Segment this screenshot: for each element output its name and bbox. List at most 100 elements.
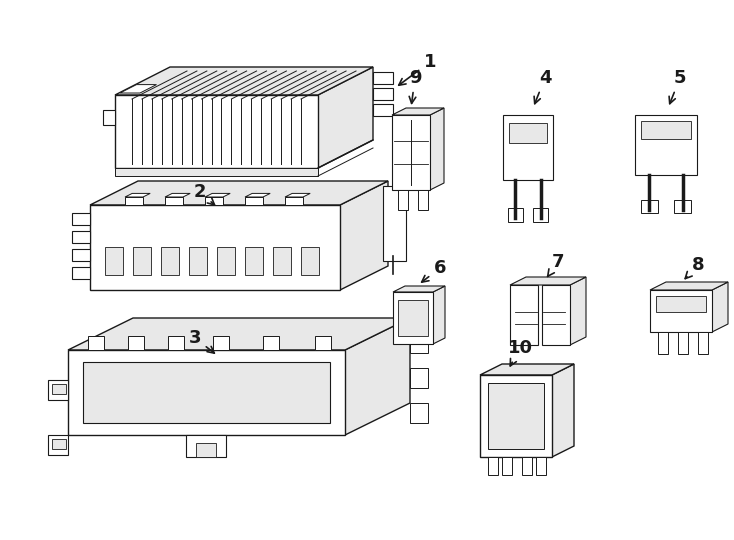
Polygon shape <box>90 205 340 290</box>
Polygon shape <box>410 368 428 388</box>
Polygon shape <box>245 193 270 197</box>
Polygon shape <box>542 285 570 345</box>
Polygon shape <box>373 104 393 116</box>
Polygon shape <box>373 88 393 100</box>
Polygon shape <box>52 439 66 449</box>
Polygon shape <box>83 362 330 423</box>
Polygon shape <box>189 247 207 275</box>
Polygon shape <box>488 383 544 449</box>
Polygon shape <box>88 336 104 350</box>
Polygon shape <box>165 197 183 205</box>
Polygon shape <box>522 457 532 475</box>
Polygon shape <box>245 247 263 275</box>
Text: 10: 10 <box>507 339 532 366</box>
Polygon shape <box>72 213 90 225</box>
Polygon shape <box>120 85 156 93</box>
Polygon shape <box>245 197 263 205</box>
Polygon shape <box>698 332 708 354</box>
Text: 2: 2 <box>194 183 214 205</box>
Polygon shape <box>168 336 184 350</box>
Polygon shape <box>48 435 68 455</box>
Polygon shape <box>285 193 310 197</box>
Polygon shape <box>263 336 279 350</box>
Polygon shape <box>510 277 586 285</box>
Polygon shape <box>552 364 574 457</box>
Polygon shape <box>205 193 230 197</box>
Polygon shape <box>650 290 712 332</box>
Polygon shape <box>658 332 668 354</box>
Polygon shape <box>393 286 445 292</box>
Polygon shape <box>205 197 223 205</box>
Polygon shape <box>433 286 445 344</box>
Polygon shape <box>217 247 235 275</box>
Polygon shape <box>196 443 216 457</box>
Polygon shape <box>392 115 430 190</box>
Polygon shape <box>133 247 151 275</box>
Polygon shape <box>398 190 408 210</box>
Text: 5: 5 <box>669 69 686 104</box>
Polygon shape <box>68 318 410 350</box>
Polygon shape <box>418 190 428 210</box>
Polygon shape <box>273 247 291 275</box>
Polygon shape <box>712 282 728 332</box>
Polygon shape <box>186 435 226 457</box>
Polygon shape <box>115 67 373 95</box>
Polygon shape <box>90 181 388 205</box>
Polygon shape <box>115 168 318 176</box>
Text: 7: 7 <box>548 253 564 276</box>
Polygon shape <box>373 72 393 84</box>
Text: 3: 3 <box>189 329 214 353</box>
Polygon shape <box>285 197 303 205</box>
Polygon shape <box>48 380 68 400</box>
Polygon shape <box>536 457 546 475</box>
Polygon shape <box>635 115 697 175</box>
Polygon shape <box>480 375 552 457</box>
Polygon shape <box>318 67 373 168</box>
Polygon shape <box>340 181 388 290</box>
Polygon shape <box>488 457 498 475</box>
Polygon shape <box>128 336 144 350</box>
Polygon shape <box>570 277 586 345</box>
Polygon shape <box>650 282 728 290</box>
Polygon shape <box>678 332 688 354</box>
Polygon shape <box>315 336 331 350</box>
Polygon shape <box>72 231 90 243</box>
Polygon shape <box>345 318 410 435</box>
Polygon shape <box>510 285 538 345</box>
Polygon shape <box>398 300 428 336</box>
Polygon shape <box>393 292 433 344</box>
Polygon shape <box>115 95 318 168</box>
Polygon shape <box>410 403 428 423</box>
Polygon shape <box>392 108 444 115</box>
Polygon shape <box>213 336 229 350</box>
Polygon shape <box>641 121 691 139</box>
Polygon shape <box>165 193 190 197</box>
Polygon shape <box>161 247 179 275</box>
Text: 1: 1 <box>399 53 436 85</box>
Text: 9: 9 <box>409 69 421 103</box>
Text: 8: 8 <box>685 256 705 279</box>
Polygon shape <box>410 333 428 353</box>
Polygon shape <box>125 197 143 205</box>
Polygon shape <box>68 350 345 435</box>
Polygon shape <box>641 200 658 213</box>
Text: 4: 4 <box>534 69 551 104</box>
Polygon shape <box>503 115 553 180</box>
Polygon shape <box>301 247 319 275</box>
Polygon shape <box>105 247 123 275</box>
Polygon shape <box>72 267 90 279</box>
Polygon shape <box>125 193 150 197</box>
Polygon shape <box>656 296 706 312</box>
Polygon shape <box>72 249 90 261</box>
Text: 6: 6 <box>421 259 446 282</box>
Polygon shape <box>509 123 547 143</box>
Polygon shape <box>533 208 548 222</box>
Polygon shape <box>383 186 406 261</box>
Polygon shape <box>502 457 512 475</box>
Polygon shape <box>103 110 115 125</box>
Polygon shape <box>508 208 523 222</box>
Polygon shape <box>52 384 66 394</box>
Polygon shape <box>674 200 691 213</box>
Polygon shape <box>480 364 574 375</box>
Polygon shape <box>430 108 444 190</box>
